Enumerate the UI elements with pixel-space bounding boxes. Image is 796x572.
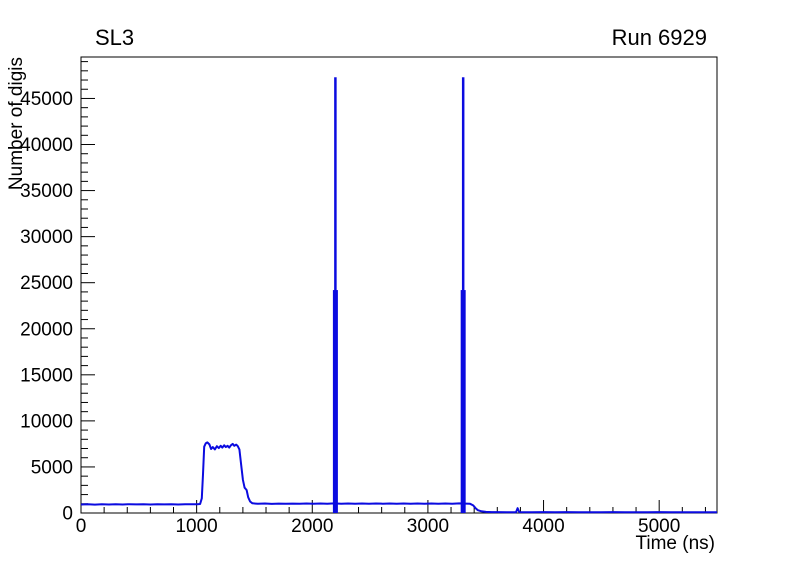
- x-tick-label: 0: [76, 516, 87, 537]
- y-tick-label: 25000: [20, 273, 73, 294]
- histogram-title: SL3: [95, 25, 135, 50]
- spike-peak: [461, 77, 465, 514]
- y-tick-label: 15000: [20, 365, 73, 386]
- run-number-label: Run 6929: [611, 25, 707, 50]
- y-tick-label: 5000: [31, 457, 73, 478]
- y-tick-label: 30000: [20, 227, 73, 248]
- x-tick-label: 1000: [175, 516, 217, 537]
- y-tick-label: 10000: [20, 411, 73, 432]
- y-tick-label: 35000: [20, 181, 73, 202]
- x-axis-title: Time (ns): [635, 533, 715, 554]
- spike-peak: [334, 77, 337, 514]
- y-tick-label: 40000: [20, 135, 73, 156]
- y-tick-label: 45000: [20, 89, 73, 110]
- x-tick-label: 3000: [407, 516, 449, 537]
- y-tick-label: 0: [62, 504, 73, 525]
- plot-frame: [80, 56, 718, 514]
- x-tick-label: 4000: [522, 516, 564, 537]
- histogram-line: [80, 441, 717, 514]
- x-tick-label: 5000: [638, 516, 680, 537]
- x-tick-label: 2000: [291, 516, 333, 537]
- y-tick-label: 20000: [20, 319, 73, 340]
